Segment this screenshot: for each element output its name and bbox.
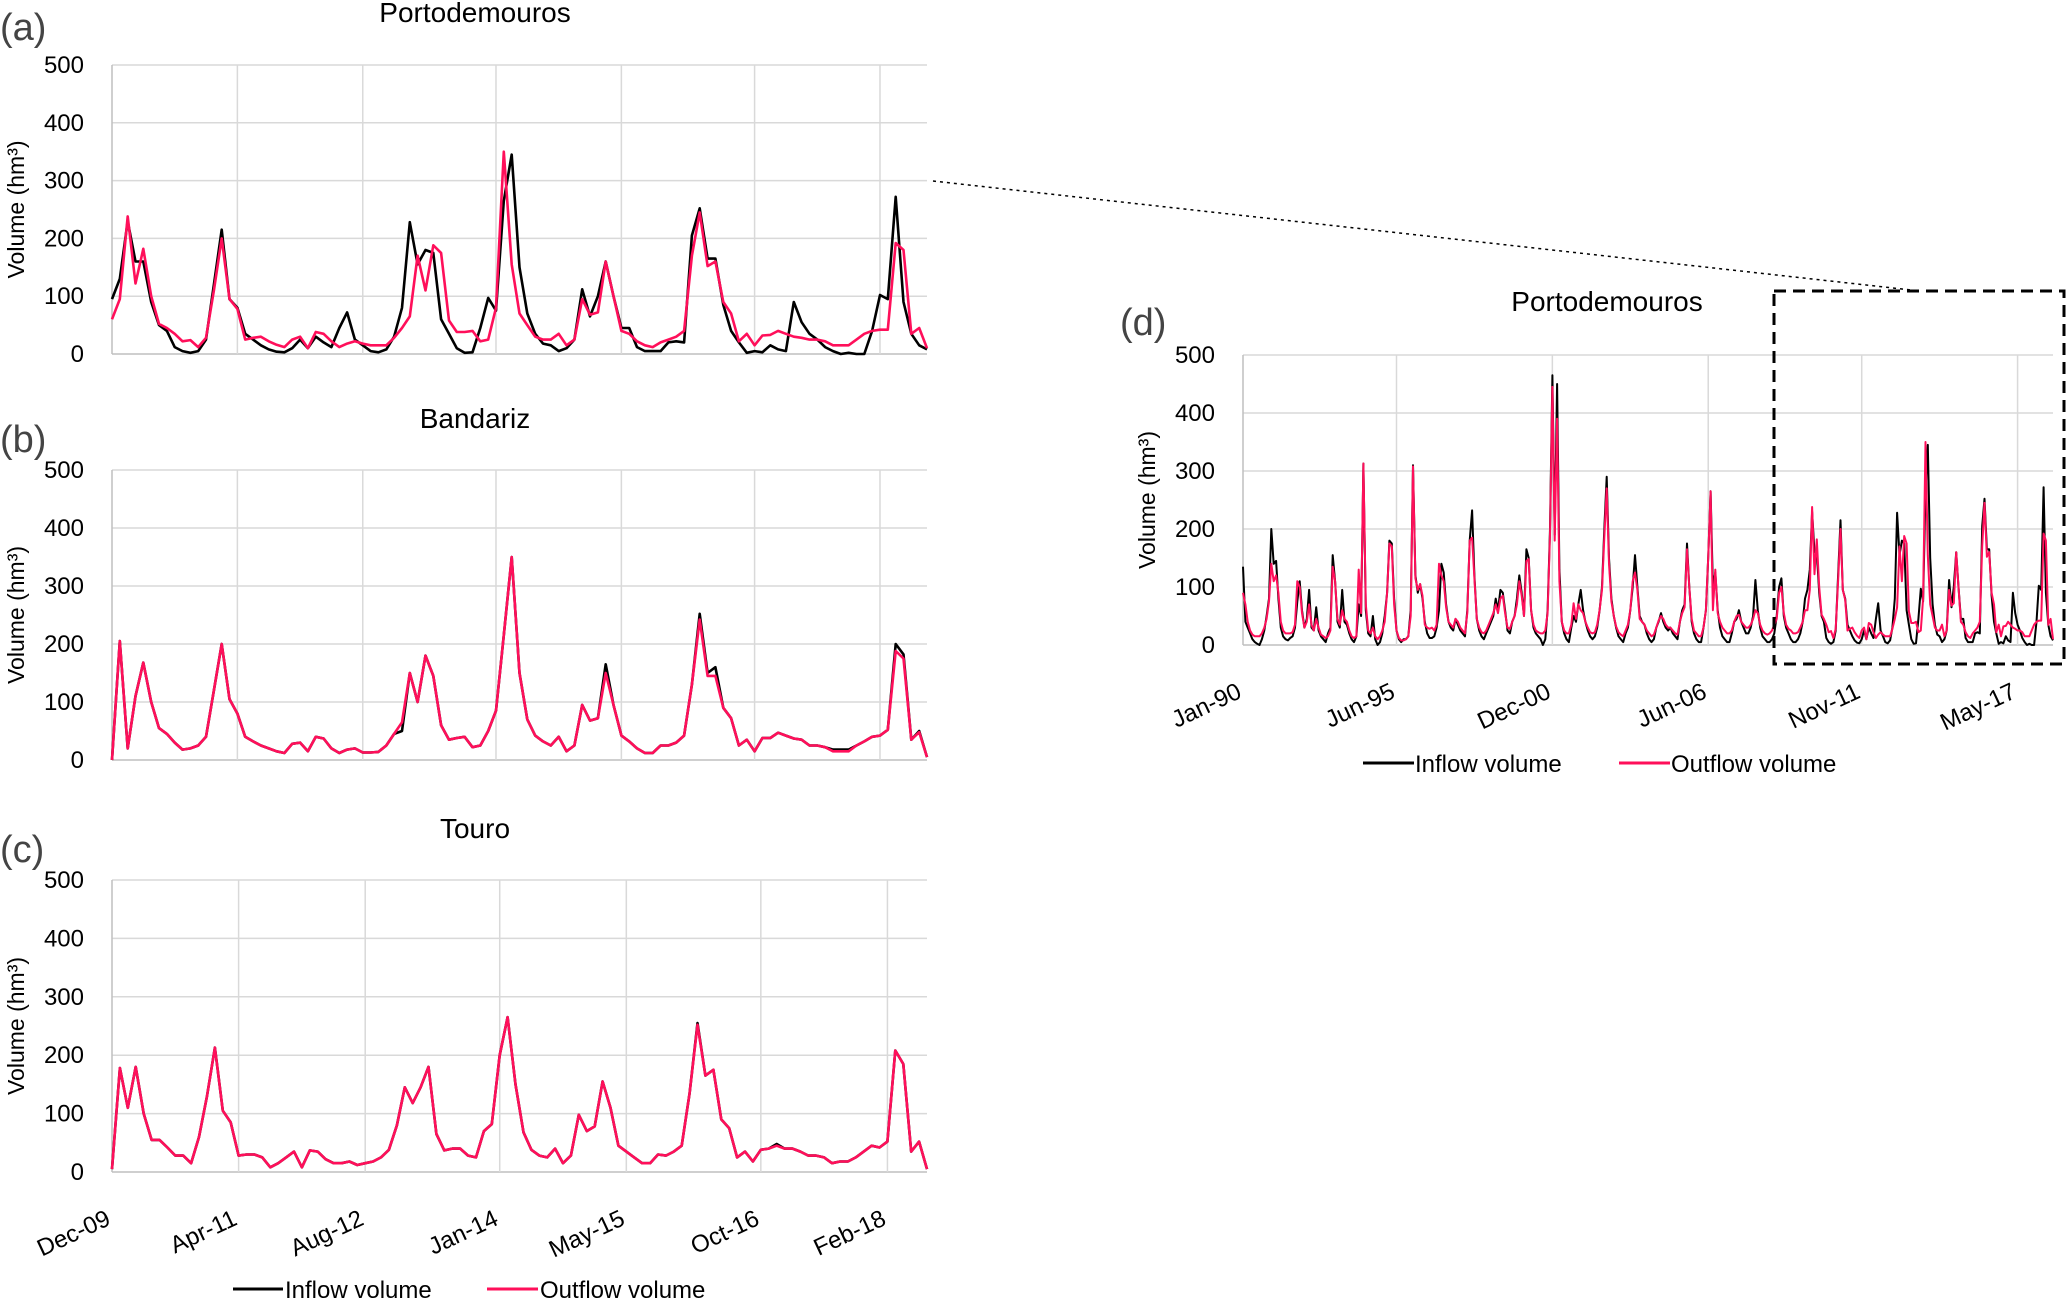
x-tick-label: Dec-09 bbox=[33, 1205, 115, 1262]
outflow-series-line bbox=[110, 150, 929, 350]
inflow-series-line bbox=[110, 153, 928, 356]
y-axis-label: Volume (hm³) bbox=[3, 140, 29, 278]
outflow-series-line bbox=[1242, 385, 2054, 642]
y-tick-label: 0 bbox=[71, 1159, 84, 1186]
chart-title-b: Bandariz bbox=[420, 403, 531, 434]
y-tick-label: 400 bbox=[44, 110, 84, 137]
y-tick-label: 0 bbox=[71, 747, 84, 774]
chart-panel-d: 0 100 200 300 400 500 Jan-90 Jun-95 Dec-00 Jun-06… bbox=[1134, 342, 2054, 736]
y-tick-label: 0 bbox=[71, 341, 84, 368]
x-tick-label: Jun-95 bbox=[1321, 678, 1399, 733]
y-tick-label: 100 bbox=[44, 689, 84, 716]
y-tick-label: 400 bbox=[44, 925, 84, 952]
y-tick-label: 100 bbox=[1175, 574, 1215, 601]
outflow-series-line bbox=[110, 1015, 929, 1170]
y-tick-label: 0 bbox=[1202, 632, 1215, 659]
panel-label-a: (a) bbox=[0, 7, 46, 49]
y-tick-label: 500 bbox=[44, 457, 84, 484]
y-tick-label: 500 bbox=[1175, 342, 1215, 369]
x-tick-label: Jun-06 bbox=[1633, 678, 1711, 733]
y-axis-label: Volume (hm³) bbox=[3, 957, 29, 1095]
legend-inflow-label: Inflow volume bbox=[1415, 751, 1562, 778]
x-tick-label: May-15 bbox=[545, 1205, 629, 1263]
y-tick-label: 200 bbox=[44, 1042, 84, 1069]
inflow-series-line bbox=[1242, 374, 2054, 646]
x-tick-label: Jan-14 bbox=[424, 1205, 502, 1260]
legend-left: Inflow volume Outflow volume bbox=[233, 1277, 705, 1300]
legend-right: Inflow volume Outflow volume bbox=[1363, 751, 1836, 778]
y-tick-label: 500 bbox=[44, 867, 84, 894]
x-tick-label: May-17 bbox=[1936, 678, 2020, 736]
chart-panel-c: 0 100 200 300 400 500 Dec-09 Apr-11 Aug-12 Jan-14… bbox=[3, 867, 929, 1263]
y-tick-label: 100 bbox=[44, 283, 84, 310]
x-tick-label: Oct-16 bbox=[687, 1205, 764, 1260]
y-tick-label: 400 bbox=[44, 515, 84, 542]
y-tick-label: 200 bbox=[1175, 516, 1215, 543]
y-tick-label: 500 bbox=[44, 52, 84, 79]
y-tick-label: 200 bbox=[44, 631, 84, 658]
y-axis-label: Volume (hm³) bbox=[3, 546, 29, 684]
zoom-connector-line bbox=[932, 180, 1912, 291]
panel-label-b: (b) bbox=[0, 419, 46, 461]
legend-outflow-label: Outflow volume bbox=[1671, 751, 1836, 778]
chart-title-a: Portodemouros bbox=[379, 0, 570, 28]
y-tick-label: 300 bbox=[44, 573, 84, 600]
x-tick-label: Dec-00 bbox=[1473, 678, 1555, 735]
highlight-box bbox=[1772, 289, 2066, 666]
chart-panel-a: 0 100 200 300 400 500 Volume (hm³) bbox=[3, 52, 929, 368]
y-tick-label: 300 bbox=[1175, 458, 1215, 485]
y-axis-label: Volume (hm³) bbox=[1134, 431, 1160, 569]
inflow-series-line bbox=[110, 1015, 929, 1170]
panel-label-c: (c) bbox=[0, 829, 44, 871]
chart-panel-b: 0 100 200 300 400 500 Volume (hm³) bbox=[3, 457, 929, 774]
x-tick-label: Feb-18 bbox=[810, 1205, 890, 1262]
x-tick-label: Jan-90 bbox=[1168, 678, 1246, 733]
y-tick-label: 200 bbox=[44, 225, 84, 252]
chart-title-c: Touro bbox=[440, 813, 510, 844]
panel-label-d: (d) bbox=[1120, 302, 1166, 344]
legend-inflow-label: Inflow volume bbox=[285, 1277, 432, 1300]
y-tick-label: 400 bbox=[1175, 400, 1215, 427]
y-tick-label: 300 bbox=[44, 168, 84, 195]
outflow-series-line bbox=[110, 555, 929, 761]
legend-outflow-label: Outflow volume bbox=[540, 1277, 705, 1300]
x-tick-label: Apr-11 bbox=[166, 1205, 241, 1259]
y-tick-label: 100 bbox=[44, 1101, 84, 1128]
y-tick-label: 300 bbox=[44, 984, 84, 1011]
x-tick-label: Nov-11 bbox=[1784, 678, 1864, 734]
x-tick-label: Aug-12 bbox=[286, 1205, 368, 1262]
chart-title-d: Portodemouros bbox=[1511, 286, 1702, 317]
